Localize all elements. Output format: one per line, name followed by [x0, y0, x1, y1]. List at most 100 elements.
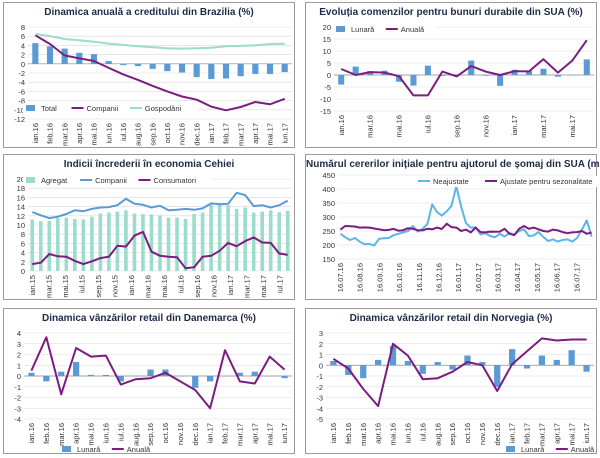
bar-agregat — [175, 217, 179, 271]
bar-agregat — [243, 207, 247, 271]
x-tick-label: nov.16 — [478, 423, 487, 445]
chart-title-us-jobless-claims: Numărul cererilor inițiale pentru ajutor… — [306, 159, 600, 170]
bar-lunară — [583, 365, 590, 372]
y-tick-label: 3 — [319, 329, 323, 338]
chart-denmark-retail: 4 3 21 0 -1 -2-3 -4 ian.16 feb.16 mar.16 apr.16 mai… — [14, 329, 292, 454]
bar-agregat — [124, 210, 128, 271]
bar-lunară — [497, 75, 504, 86]
x-tick-label: dec.16 — [191, 423, 200, 446]
bar-agregat — [30, 219, 35, 271]
y-tick-label: -6 — [18, 87, 25, 96]
y-tick-label: -4 — [14, 415, 21, 424]
panel-brazil-credit: Dinamica anuală a creditului din Brazili… — [3, 2, 295, 148]
y-tick-label: -1 — [14, 383, 21, 392]
x-tick-label: iun.16 — [404, 423, 413, 443]
chart-title-us-durable-goods: Evoluția comenzilor pentru bunuri durabi… — [319, 7, 583, 18]
bar-total — [32, 43, 39, 64]
x-tick-label: iul.16 — [418, 423, 427, 441]
bar-agregat — [226, 205, 230, 271]
bar-lunară — [538, 355, 546, 366]
x-tick-label: apr.16 — [75, 123, 84, 144]
x-tick-label: feb.16 — [344, 423, 353, 444]
x-tick-label: mai.17 — [259, 275, 268, 298]
bar-total — [105, 61, 112, 64]
x-tick-label: mai.17 — [567, 423, 576, 446]
x-tick-label: nov.16 — [209, 275, 218, 297]
line-series-companii — [31, 191, 289, 220]
y-tick-label: -12 — [14, 115, 25, 124]
bar-lunară — [206, 376, 214, 382]
x-tick-label: iul.16 — [116, 423, 125, 441]
x-tick-label: aug.16 — [134, 123, 143, 146]
bar-lunară — [525, 70, 533, 75]
line-series-neajustate — [339, 185, 593, 247]
x-tick-label: mai.15 — [61, 275, 70, 298]
bar-lunară — [281, 376, 288, 379]
line-series-anuală — [340, 39, 588, 97]
y-tick-label: 8 — [21, 23, 25, 32]
x-tick-label: apr.17 — [552, 423, 561, 444]
x-tick-label: iun.17 — [582, 423, 591, 443]
y-tick-label: -8 — [18, 97, 25, 106]
x-tick-label: nov.16 — [178, 123, 187, 145]
y-tick-label: 0 — [319, 361, 323, 370]
y-tick-label: 150 — [322, 255, 335, 264]
legend-label: Companii — [87, 104, 119, 113]
legend-label: Agregat — [41, 176, 68, 185]
bar-agregat — [277, 212, 282, 271]
y-tick-label: 3 — [17, 340, 21, 349]
y-tick-label: 4 — [21, 41, 25, 50]
chart-title-brazil-credit: Dinamica anuală a creditului din Brazili… — [44, 7, 254, 18]
panel-denmark-retail: Dinamica vânzărilor retail din Danemarca… — [3, 308, 295, 454]
y-tick-label: -10 — [14, 106, 25, 115]
x-tick-label: mar.15 — [44, 275, 53, 298]
x-tick-label: mar.16 — [60, 123, 69, 146]
y-tick-label: 6 — [21, 32, 25, 41]
x-tick-label: 16.01.17 — [454, 263, 463, 292]
y-tick-label: 14 — [17, 203, 25, 212]
y-tick-label: 10 — [17, 221, 25, 230]
bar-total — [178, 63, 186, 73]
bar-lunară — [330, 360, 337, 366]
y-tick-label: 4 — [21, 249, 25, 258]
legend-swatch-lunară — [62, 446, 71, 452]
y-tick-label: 5 — [327, 59, 331, 68]
bar-agregat — [217, 202, 222, 271]
bar-agregat — [234, 208, 239, 271]
x-tick-label: sep.16 — [148, 123, 157, 146]
y-tick-label: 20 — [17, 175, 25, 184]
bar-lunară — [468, 60, 475, 75]
x-tick-label: 16.02.17 — [474, 263, 483, 292]
bar-agregat — [141, 213, 145, 271]
line-series-companii — [34, 34, 286, 112]
legend-swatch-agregat — [26, 177, 35, 183]
bar-lunară — [352, 66, 359, 75]
x-tick-label: iul.17 — [275, 275, 284, 293]
y-tick-label: 200 — [322, 241, 335, 250]
y-tick-label: -4 — [316, 404, 323, 413]
bar-lunară — [43, 376, 50, 382]
y-tick-label: -3 — [14, 404, 21, 413]
chart-title-norway-retail: Dinamica vânzărilor retail din Norvegia … — [349, 313, 553, 324]
y-tick-label: 20 — [323, 23, 331, 32]
bar-agregat — [285, 210, 290, 271]
y-tick-label: 0 — [21, 60, 25, 69]
x-tick-label: iun.17 — [280, 423, 289, 443]
bar-agregat — [56, 218, 60, 271]
bar-lunară — [338, 75, 345, 85]
bar-lunară — [419, 365, 426, 374]
y-tick-label: 16 — [17, 193, 25, 202]
bar-agregat — [209, 203, 213, 271]
x-tick-label: mai.16 — [395, 115, 404, 138]
bar-agregat — [192, 213, 196, 271]
y-tick-label: 4 — [17, 329, 21, 338]
legend-swatch-lunară — [506, 446, 515, 452]
x-tick-label: ian.17 — [510, 115, 519, 135]
y-tick-label: 2 — [17, 351, 21, 360]
bar-lunară — [439, 75, 446, 76]
y-tick-label: 2 — [21, 258, 25, 267]
x-tick-label: 16.05.17 — [533, 263, 542, 292]
legend-swatch-lunară — [336, 26, 345, 32]
